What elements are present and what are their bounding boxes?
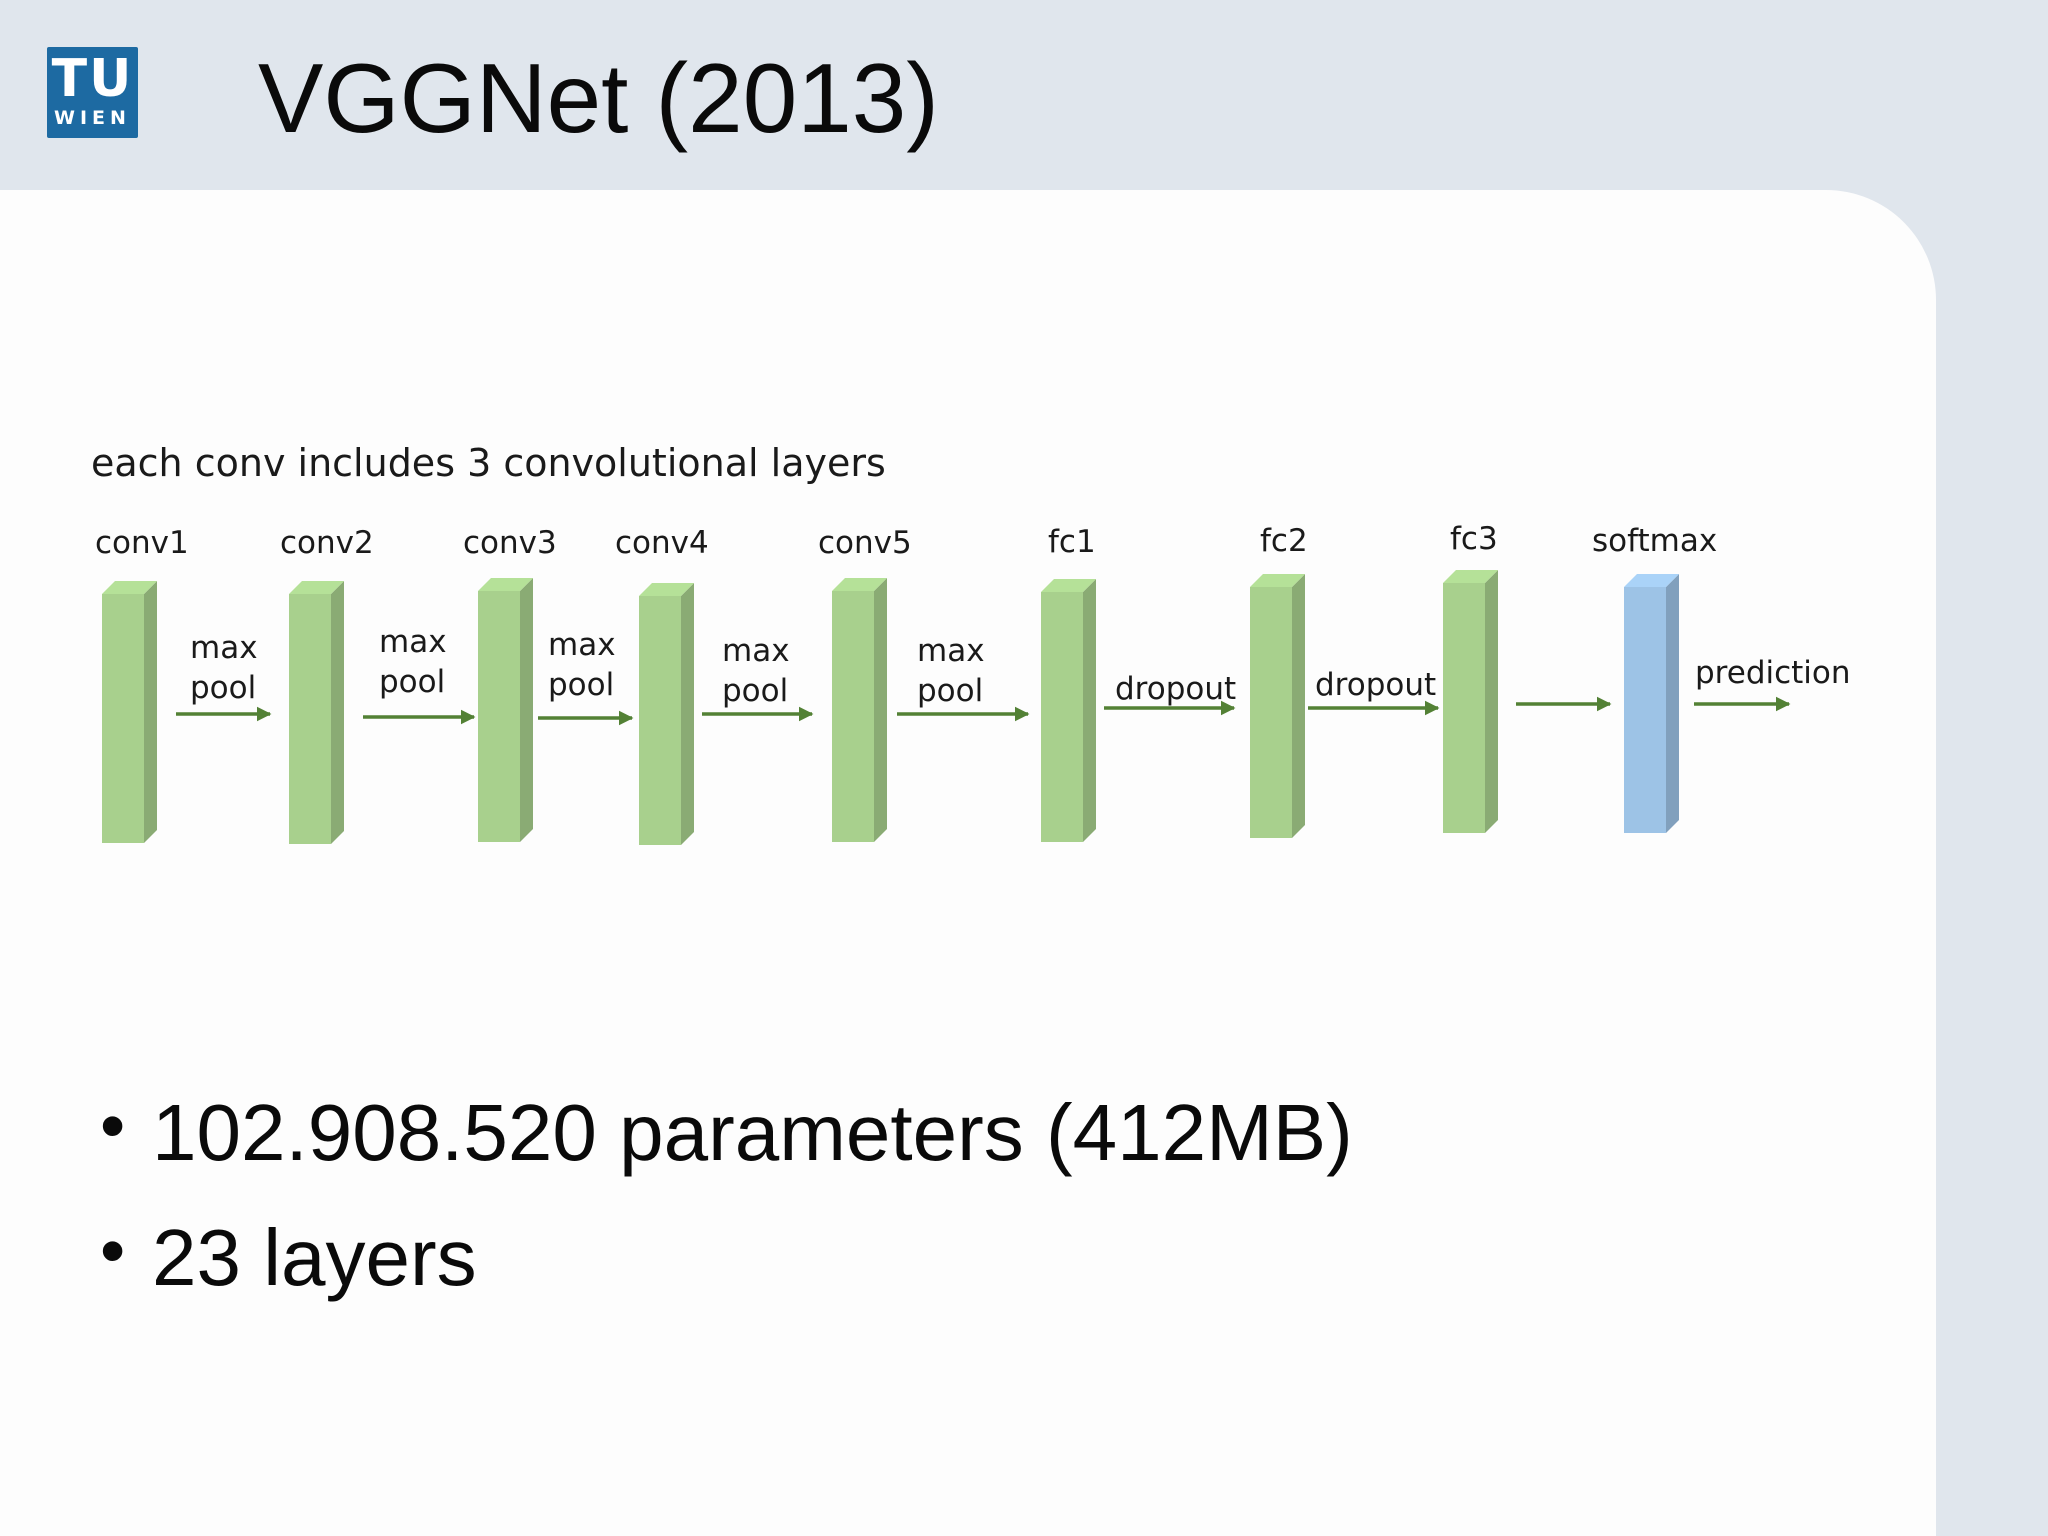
layer-label-conv3: conv3 <box>463 525 557 561</box>
connection-label-3-line1: max <box>548 627 616 663</box>
bullet-parameters: 102.908.520 parameters (412MB) <box>100 1064 1353 1195</box>
layer-label-fc3: fc3 <box>1450 521 1498 557</box>
connection-label-6: dropout <box>1115 671 1236 707</box>
connection-label-4-line1: max <box>722 633 790 669</box>
layer-label-conv5: conv5 <box>818 525 912 561</box>
connection-label-7: dropout <box>1315 667 1436 703</box>
layer-conv2-top <box>289 581 344 594</box>
layer-label-conv4: conv4 <box>615 525 709 561</box>
layer-label-softmax: softmax <box>1592 523 1717 559</box>
layer-conv2-block <box>289 594 331 844</box>
layer-conv3-side <box>520 578 533 842</box>
layer-conv3-top <box>478 578 533 591</box>
logo-wien-text: WIEN <box>54 107 131 129</box>
layer-conv4-top <box>639 583 694 596</box>
layer-fc3-block <box>1443 583 1485 833</box>
connection-label-9: prediction <box>1695 655 1851 691</box>
layer-conv4-side <box>681 583 694 845</box>
slide-header: TU WIEN VGGNet (2013) <box>0 0 2048 190</box>
layer-softmax-block <box>1624 587 1666 833</box>
connection-label-2-line1: max <box>379 624 447 660</box>
bullet-layers: 23 layers <box>100 1189 1353 1320</box>
connection-label-5-line2: pool <box>917 673 983 709</box>
layer-softmax-top <box>1624 574 1679 587</box>
layer-fc1-block <box>1041 592 1083 842</box>
layer-fc3-side <box>1485 570 1498 833</box>
layer-conv1-top <box>102 581 157 594</box>
connection-label-5-line1: max <box>917 633 985 669</box>
layer-conv2-side <box>331 581 344 844</box>
layer-label-fc2: fc2 <box>1260 523 1308 559</box>
layer-conv4-block <box>639 596 681 845</box>
layer-conv5-block <box>832 591 874 842</box>
layer-conv3-block <box>478 591 520 842</box>
layer-fc3-top <box>1443 570 1498 583</box>
layer-conv1-side <box>144 581 157 843</box>
bullet-list: 102.908.520 parameters (412MB) 23 layers <box>100 1064 1353 1320</box>
layer-label-fc1: fc1 <box>1048 524 1096 560</box>
diagram-caption: each conv includes 3 convolutional layer… <box>91 441 886 485</box>
layer-label-conv1: conv1 <box>95 525 189 561</box>
layer-fc1-top <box>1041 579 1096 592</box>
connection-label-1-line2: pool <box>190 670 256 706</box>
connection-label-1-line1: max <box>190 630 258 666</box>
logo-tu-text: TU <box>51 49 134 109</box>
layer-fc2-top <box>1250 574 1305 587</box>
vggnet-architecture-diagram: each conv includes 3 convolutional layer… <box>91 441 1851 845</box>
connection-label-3-line2: pool <box>548 667 614 703</box>
layer-fc2-block <box>1250 587 1292 838</box>
layer-label-conv2: conv2 <box>280 525 374 561</box>
layer-conv5-side <box>874 578 887 842</box>
connection-label-4-line2: pool <box>722 673 788 709</box>
slide-content: each conv includes 3 convolutional layer… <box>0 190 1936 1536</box>
layer-softmax-side <box>1666 574 1679 833</box>
layer-fc1-side <box>1083 579 1096 842</box>
layer-conv5-top <box>832 578 887 591</box>
connection-label-2-line2: pool <box>379 664 445 700</box>
layer-conv1-block <box>102 594 144 843</box>
layer-fc2-side <box>1292 574 1305 838</box>
tu-wien-logo: TU WIEN <box>47 47 138 138</box>
slide-title: VGGNet (2013) <box>258 43 939 153</box>
